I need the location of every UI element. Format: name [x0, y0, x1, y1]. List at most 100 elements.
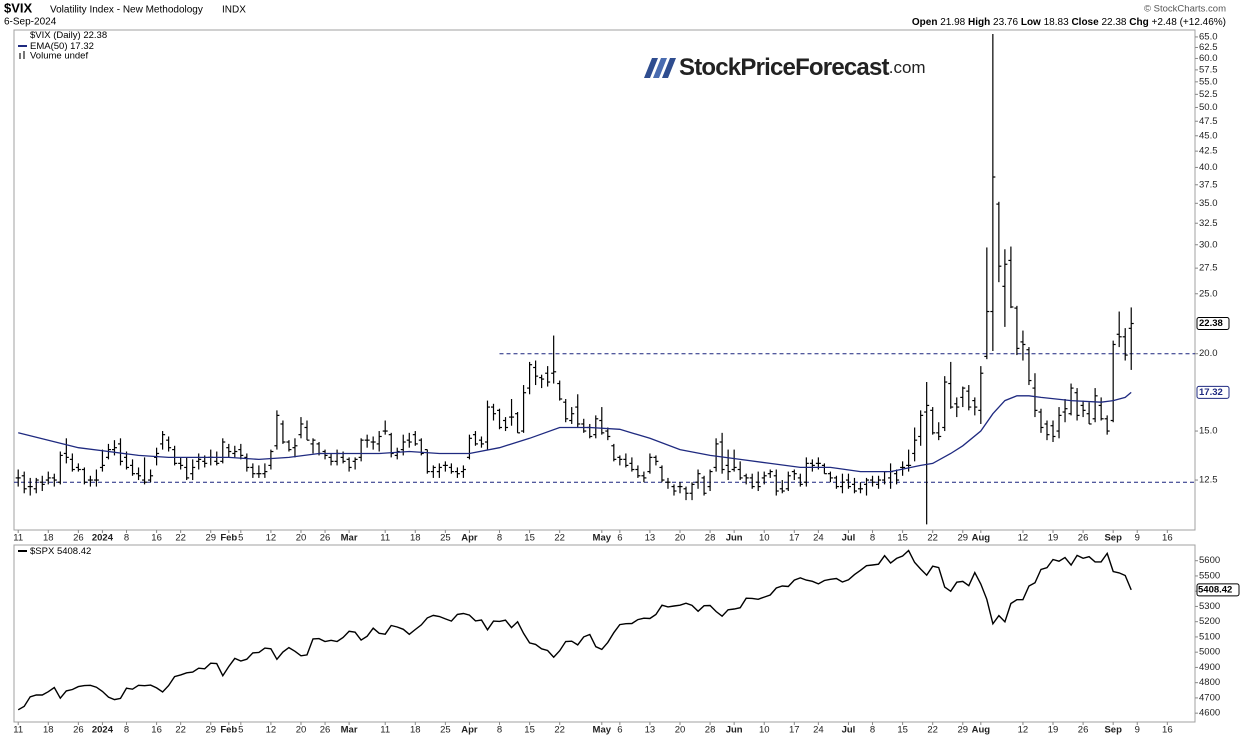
quote-label: Chg: [1129, 17, 1148, 28]
ohlc-bar: [51, 473, 57, 487]
x-tick-label: 12: [266, 533, 277, 544]
spx-line: [17, 549, 1132, 711]
ohlc-bar: [683, 486, 689, 501]
ohlc-bar: [575, 394, 581, 428]
ohlc-bar: [310, 438, 316, 454]
ohlc-bar: [117, 438, 123, 466]
ohlc-bar: [563, 398, 569, 423]
ohlc-bar: [280, 420, 286, 444]
ohlc-bar: [581, 418, 587, 433]
ohlc-bar: [876, 475, 882, 489]
ohlc-bar: [954, 397, 960, 418]
ohlc-bar: [701, 475, 707, 496]
x-tick-label: 26: [1078, 533, 1089, 544]
ohlc-bar: [521, 385, 527, 433]
x-tick-label: 22: [927, 533, 938, 544]
close-last-value-box: [1196, 317, 1230, 331]
ohlc-bar: [509, 398, 515, 426]
x-tick-label: 22: [175, 725, 186, 736]
ohlc-bar: [268, 449, 274, 470]
ohlc-bar: [304, 420, 310, 441]
ohlc-bar: [376, 431, 382, 452]
x-tick-label: 25: [440, 533, 451, 544]
ohlc-bar: [845, 473, 851, 489]
ohlc-bar: [725, 449, 731, 481]
ohlc-bar: [1014, 305, 1020, 356]
ohlc-bar: [256, 465, 262, 478]
ohlc-bar: [515, 412, 521, 434]
ohlc-bar: [894, 469, 900, 485]
ohlc-bar: [478, 436, 484, 448]
ohlc-bar: [298, 417, 304, 439]
ohlc-bar: [936, 422, 942, 441]
ohlc-bar: [1056, 407, 1062, 439]
ohlc-bar: [990, 34, 996, 352]
legend-name: $SPX: [30, 546, 55, 557]
quote-value: 21.98: [940, 17, 965, 28]
ohlc-bar: [791, 469, 797, 481]
ohlc-bar: [857, 482, 863, 494]
x-tick-label: Jul: [842, 725, 856, 736]
watermark-main: StockPriceForecast: [679, 54, 890, 81]
x-tick-label: 9: [1135, 533, 1140, 544]
ohlc-bar: [87, 475, 93, 487]
x-tick-label: 20: [675, 725, 686, 736]
x-tick-label: 16: [1162, 533, 1173, 544]
x-tick-label: 15: [524, 725, 535, 736]
ohlc-bar: [39, 475, 45, 492]
x-tick-label: Jun: [726, 725, 743, 736]
ohlc-bar: [599, 407, 605, 435]
x-tick-label: Apr: [461, 725, 478, 736]
ohlc-bar: [1086, 402, 1092, 425]
ohlc-bar: [539, 374, 545, 389]
ohlc-bar: [466, 434, 472, 460]
x-tick-label: Jul: [842, 533, 856, 544]
ohlc-bar: [370, 436, 376, 450]
ohlc-bar: [767, 469, 773, 478]
ohlc-bar: [130, 459, 136, 476]
ohlc-bar: [81, 467, 87, 485]
ohlc-bar: [972, 397, 978, 416]
ohlc-bar: [1050, 420, 1056, 443]
spx-last-value: 5408.42: [1198, 584, 1232, 595]
x-tick-label: 9: [1135, 725, 1140, 736]
ema-line: [18, 391, 1132, 473]
legend-spx: $SPX 5408.42: [30, 546, 91, 557]
ohlc-bar: [677, 482, 683, 494]
ohlc-bar: [1092, 388, 1098, 423]
x-tick-label: 17: [789, 533, 800, 544]
x-tick-label: 29: [957, 725, 968, 736]
ohlc-bar: [942, 376, 948, 432]
x-tick-label: Sep: [1104, 725, 1122, 736]
ohlc-bar: [966, 385, 972, 411]
ohlc-bar: [1098, 397, 1104, 421]
ohlc-bar: [160, 431, 166, 450]
ohlc-bar: [984, 247, 990, 360]
ohlc-bar: [190, 459, 196, 481]
ohlc-bar: [713, 438, 719, 472]
legend-value: 5408.42: [57, 546, 91, 557]
x-tick-label: 20: [675, 533, 686, 544]
y-tick-label: 25.0: [1199, 288, 1218, 299]
ohlc-bar: [358, 438, 364, 462]
logo-stripe: [662, 58, 676, 78]
x-tick-label: Aug: [972, 533, 991, 544]
ohlc-bar: [490, 403, 496, 421]
ohlc-bar: [45, 471, 51, 485]
y-tick-label: 47.5: [1199, 116, 1218, 127]
x-tick-label: 20: [296, 725, 307, 736]
x-tick-label: 2024: [92, 533, 114, 544]
ohlc-bar: [647, 453, 653, 474]
x-tick-label: 13: [645, 533, 656, 544]
ohlc-bar: [1062, 398, 1068, 423]
ema-last-value: 17.32: [1199, 387, 1223, 398]
x-tick-label: 15: [897, 725, 908, 736]
ohlc-bar: [352, 457, 358, 470]
y-tick-label: 5100: [1199, 631, 1220, 642]
ohlc-bar: [178, 457, 184, 470]
x-tick-label: 12: [1018, 725, 1029, 736]
y-tick-label: 5000: [1199, 647, 1220, 658]
ohlc-bar: [406, 432, 412, 448]
ohlc-bar: [1020, 330, 1026, 361]
legend-value: 17.32: [70, 41, 94, 52]
